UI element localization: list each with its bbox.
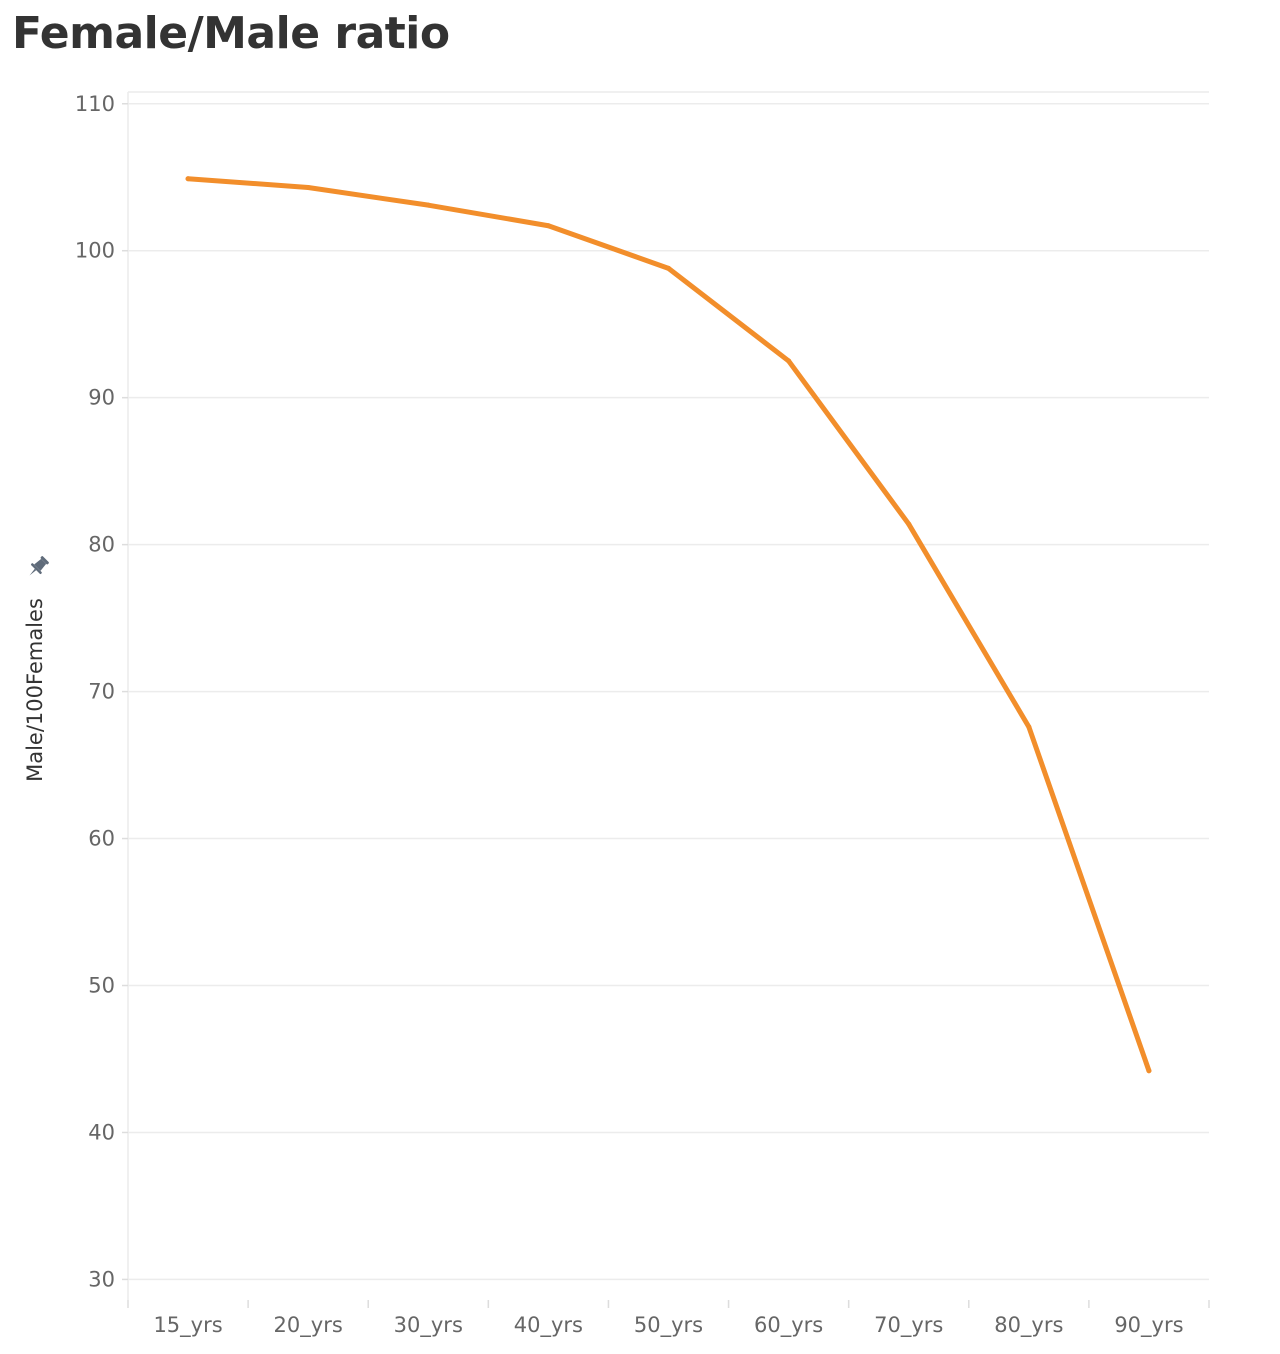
y-tick-label: 100 [75,239,115,263]
x-tick-label: 30_yrs [394,1313,463,1338]
y-tick-label: 70 [88,680,115,704]
y-tick-label: 90 [88,386,115,410]
data-point[interactable] [786,358,792,364]
x-tick-label: 80_yrs [994,1313,1063,1338]
y-axis-title[interactable]: Male/100Females [23,598,47,782]
x-tick-label: 15_yrs [153,1313,222,1338]
axes [127,91,1209,1300]
data-point[interactable] [906,521,912,527]
x-axis-ticks: 15_yrs 20_yrs 30_yrs 40_yrs 50_yrs 60_yrs 70_y… [127,1300,1210,1338]
y-tick-label: 110 [75,92,115,116]
y-tick-label: 30 [88,1267,115,1291]
data-point[interactable] [305,185,311,191]
x-tick-label: 50_yrs [634,1313,703,1338]
y-tick-label: 80 [88,533,115,557]
x-tick-label: 90_yrs [1114,1313,1183,1338]
gridlines [128,103,1209,1281]
data-point[interactable] [545,223,551,229]
data-point[interactable] [1026,724,1032,730]
series-layer [185,176,1152,1074]
series-line [185,176,1152,1074]
y-tick-label: 50 [88,974,115,998]
y-tick-label: 40 [88,1120,115,1144]
y-tick-label: 60 [88,827,115,851]
x-tick-label: 60_yrs [754,1313,823,1338]
pin-icon[interactable] [25,554,51,580]
x-tick-label: 70_yrs [874,1313,943,1338]
data-point[interactable] [425,202,431,208]
y-axis-ticks: 30 40 50 60 70 80 90 100 110 [75,92,128,1291]
data-point[interactable] [1146,1068,1152,1074]
y-axis-title-group[interactable]: Male/100Females [23,554,51,782]
x-tick-label: 20_yrs [274,1313,343,1338]
x-tick-label: 40_yrs [514,1313,583,1338]
data-point[interactable] [666,265,671,271]
chart-title: Female/Male ratio [12,8,450,59]
data-point[interactable] [185,176,191,182]
